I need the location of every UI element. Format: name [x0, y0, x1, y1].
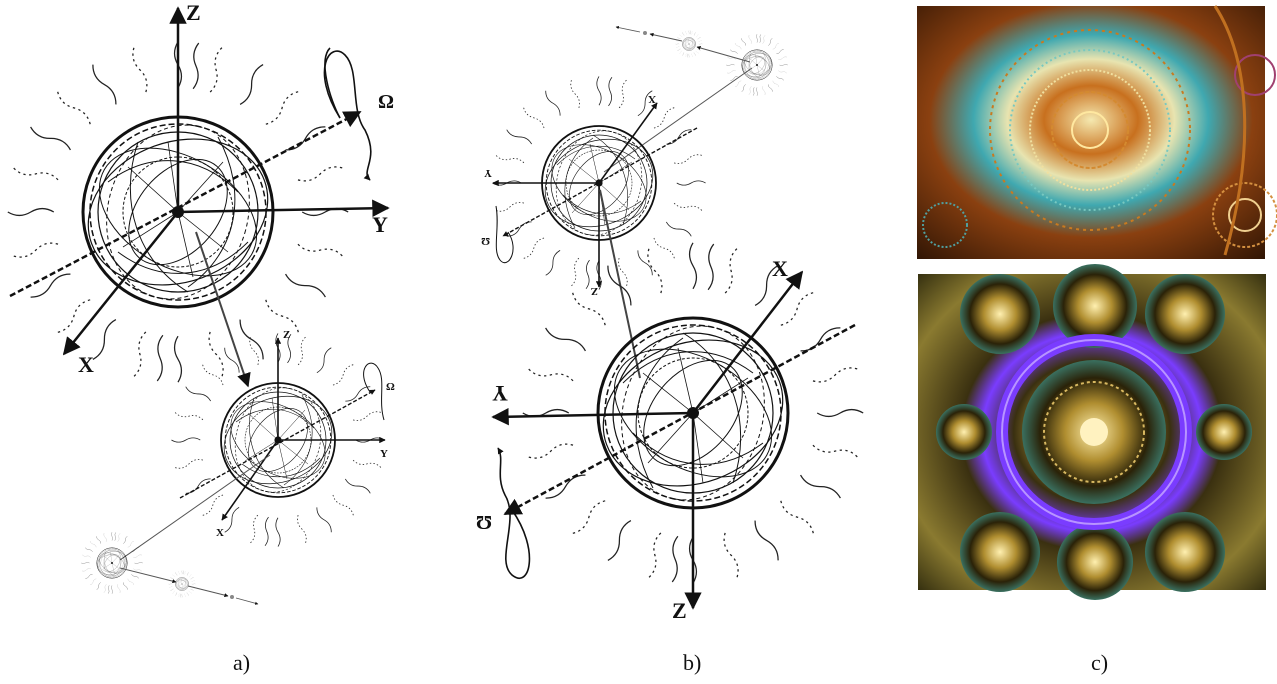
panel-b-large-y-label: Y: [492, 381, 508, 406]
panel-b-large-z-label: Z: [672, 598, 687, 623]
panel-a-medium-y-label: Y: [380, 448, 388, 460]
panel-a-medium-z-label: Z: [283, 329, 290, 341]
panel-a-y-label: Y: [372, 212, 388, 237]
panel-a-omega-label: Ω: [378, 91, 394, 113]
panel-b-medium-axes: [492, 102, 698, 379]
panel-a-x-label: X: [78, 352, 94, 377]
panel-c-top-image: [917, 5, 1277, 259]
panel-a-small-sphere: [81, 532, 143, 594]
panel-a: Z Y X Ω Z Y X Ω: [7, 0, 395, 605]
panel-a-large-axes: [9, 6, 390, 388]
panel-a-tail-trail: [119, 567, 259, 605]
panel-a-z-label: Z: [186, 0, 201, 25]
panel-b-medium-y-label: Y: [484, 167, 492, 179]
panel-b-large-axes: [491, 270, 856, 610]
panel-b-medium-x-label: X: [648, 93, 656, 105]
panel-b-medium-omega-label: Ω: [481, 235, 490, 247]
panel-a-tiny-sphere: [168, 570, 196, 598]
panel-b: X Y Z Ω X Y Z Ω: [476, 26, 864, 623]
panel-c-bottom-image: [918, 264, 1266, 600]
caption-b: b): [683, 650, 702, 675]
panel-b-large-x-label: X: [772, 256, 788, 281]
panel-b-tiny-sphere: [675, 30, 703, 58]
panel-b-top-trail: [603, 26, 753, 173]
panel-a-medium-x-label: X: [216, 527, 224, 539]
panel-b-small-sphere: [726, 34, 788, 96]
panel-a-medium-omega-label: Ω: [386, 381, 395, 393]
panel-a-medium-axes: [119, 337, 386, 561]
caption-a: a): [233, 650, 251, 675]
panel-b-large-omega-label: Ω: [476, 511, 492, 533]
caption-c: c): [1091, 650, 1109, 675]
panel-b-medium-z-label: Z: [591, 285, 598, 297]
